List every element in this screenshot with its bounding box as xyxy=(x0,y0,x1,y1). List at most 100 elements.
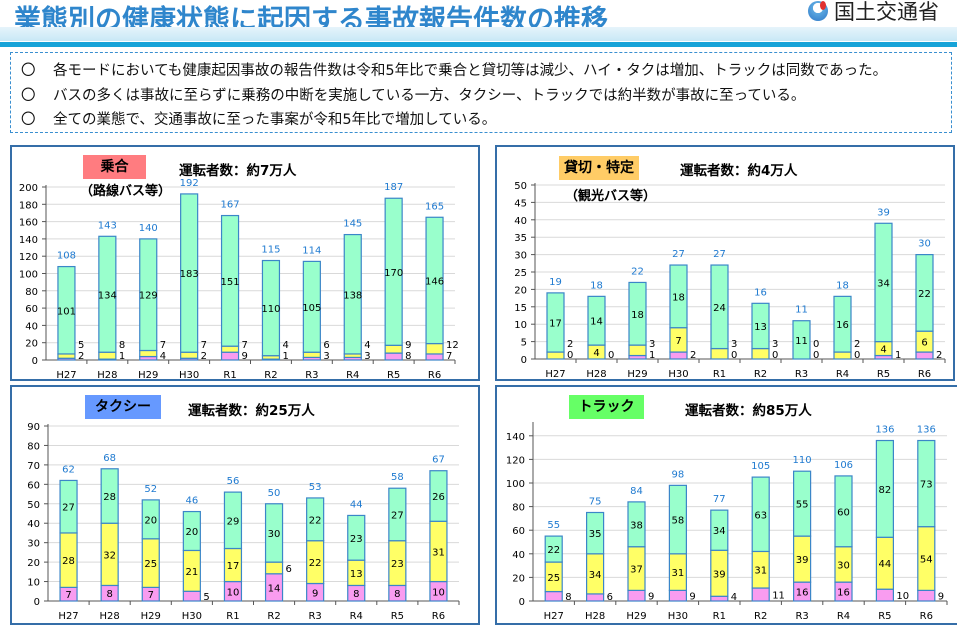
total-label: 68 xyxy=(103,453,116,464)
data-label: 6 xyxy=(607,592,613,603)
data-label: 39 xyxy=(796,555,809,566)
data-label: 8 xyxy=(405,351,411,362)
bar-segment xyxy=(915,253,934,332)
data-label: 26 xyxy=(432,492,445,503)
x-tick-label: R4 xyxy=(350,611,363,622)
y-tick-label: 50 xyxy=(27,500,40,511)
total-label: 11 xyxy=(795,305,808,316)
data-label: 22 xyxy=(547,545,560,556)
x-tick-label: H29 xyxy=(626,611,646,622)
total-label: 55 xyxy=(547,520,560,531)
driver-count: 運転者数：約85万人 xyxy=(685,403,812,419)
data-label: 151 xyxy=(221,277,240,288)
bar-segment xyxy=(347,514,366,561)
bar-segment xyxy=(751,302,770,350)
total-label: 67 xyxy=(432,455,445,466)
x-tick-label: H27 xyxy=(56,370,76,381)
data-label: 6 xyxy=(323,340,329,351)
data-label: 54 xyxy=(920,555,933,566)
data-label: 82 xyxy=(879,485,892,496)
bar-segment xyxy=(182,590,201,602)
data-label: 30 xyxy=(837,560,850,571)
bar-segment xyxy=(388,487,407,542)
y-tick-label: 120 xyxy=(506,455,525,466)
x-tick-label: R5 xyxy=(878,611,891,622)
driver-count: 運転者数：約25万人 xyxy=(188,403,315,419)
data-label: 110 xyxy=(261,304,280,315)
data-label: 11 xyxy=(772,591,785,602)
data-label: 0 xyxy=(731,350,737,361)
bar-segment xyxy=(833,295,852,353)
bar-segment xyxy=(98,351,117,360)
bar-segment xyxy=(384,344,403,354)
data-label: 38 xyxy=(630,520,643,531)
y-tick-label: 40 xyxy=(27,519,40,530)
x-tick-label: H28 xyxy=(586,369,606,380)
total-label: 136 xyxy=(917,425,936,436)
total-label: 27 xyxy=(672,249,685,260)
y-tick-label: 160 xyxy=(19,218,38,229)
data-label: 35 xyxy=(589,529,602,540)
chart-panel-route-bus: 0 20 40 60 80 100 120 140 160 180 200 2 5 101 108 H27 1 8… xyxy=(10,145,480,381)
x-tick-label: R5 xyxy=(387,370,400,381)
total-label: 105 xyxy=(751,461,770,472)
data-label: 39 xyxy=(713,569,726,580)
data-label: 7 xyxy=(201,340,207,351)
data-label: 14 xyxy=(268,583,281,594)
bar-segment xyxy=(668,589,687,602)
bar-segment xyxy=(585,511,605,555)
y-tick-label: 45 xyxy=(514,198,527,209)
summary-box: 〇 各モードにおいても健康起因事故の報告件数は令和5年比で乗合と貸切等は減少、ハイ… xyxy=(10,52,952,133)
bar-segment xyxy=(628,344,647,357)
circle-bullet-icon: 〇 xyxy=(21,112,36,128)
x-tick-label: R2 xyxy=(754,611,767,622)
category-subtitle: （路線バス等） xyxy=(80,184,172,199)
chart-taxi: 01020304050607080907282762H278322868H287… xyxy=(27,422,460,622)
data-label: 10 xyxy=(227,587,240,598)
logo-text: 国土交通省 xyxy=(834,0,939,24)
x-tick-label: R6 xyxy=(428,370,441,381)
x-tick-label: R4 xyxy=(836,369,849,380)
bar-segment xyxy=(546,351,565,360)
data-label: 8 xyxy=(106,589,112,600)
data-label: 27 xyxy=(391,510,404,521)
data-label: 14 xyxy=(590,317,603,328)
total-label: 22 xyxy=(631,266,644,277)
data-label: 101 xyxy=(57,306,76,317)
bar-segment xyxy=(544,535,563,563)
data-label: 0 xyxy=(813,339,819,350)
total-label: 143 xyxy=(98,220,117,231)
y-tick-label: 80 xyxy=(27,441,40,452)
data-label: 44 xyxy=(879,559,892,570)
x-tick-label: R2 xyxy=(754,369,767,380)
data-label: 31 xyxy=(754,566,767,577)
y-tick-label: 100 xyxy=(506,479,525,490)
y-tick-label: 5 xyxy=(521,338,527,349)
data-label: 7 xyxy=(160,340,166,351)
data-label: 30 xyxy=(268,529,281,540)
data-label: 8 xyxy=(394,589,400,600)
total-label: 114 xyxy=(302,245,321,256)
chart-panel-charter-bus: 0 5 10 15 20 25 30 35 40 45 50 0 2 17 19 H27 0 4 14 18 H28 1 3… xyxy=(495,145,955,381)
y-tick-label: 80 xyxy=(25,287,38,298)
bar-segment xyxy=(57,265,76,355)
x-tick-label: H29 xyxy=(627,369,647,380)
data-label: 7 xyxy=(65,590,71,601)
total-label: 18 xyxy=(590,280,603,291)
data-label: 1 xyxy=(119,351,125,362)
x-tick-label: R2 xyxy=(267,611,280,622)
y-tick-label: 50 xyxy=(514,181,527,192)
bar-segment xyxy=(544,590,563,602)
total-label: 46 xyxy=(185,496,198,507)
y-tick-label: 200 xyxy=(19,183,38,194)
bar-segment xyxy=(59,479,78,534)
y-tick-label: 80 xyxy=(512,503,525,514)
x-tick-label: R5 xyxy=(391,611,404,622)
y-tick-label: 10 xyxy=(27,578,40,589)
data-label: 23 xyxy=(391,559,404,570)
bar-segment xyxy=(98,235,117,353)
x-tick-label: R5 xyxy=(877,369,890,380)
bar-segment xyxy=(261,259,281,357)
bar-segment xyxy=(264,503,284,563)
x-tick-label: R4 xyxy=(837,611,850,622)
